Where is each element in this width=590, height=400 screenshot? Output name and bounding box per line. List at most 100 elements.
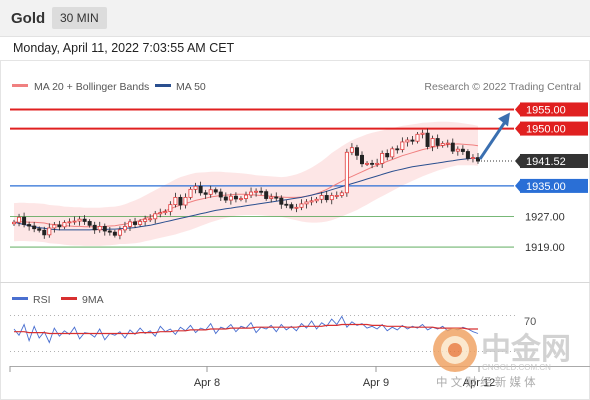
candle-body [67,221,72,224]
candle-body [223,196,228,201]
level-tag-pointer [515,102,521,117]
candle-body [410,139,415,142]
watermark-chinese: 中金网 [481,332,571,366]
candle-body [22,216,27,225]
candle-body [122,226,127,231]
candle-body [385,153,390,158]
candle-body [430,138,435,147]
target-arrow [478,112,510,160]
candle-body [218,191,223,198]
candle-body [82,218,87,222]
candle-body [445,142,450,145]
price-chart: MA 20 + Bollinger Bands MA 50 Research ©… [0,60,590,400]
candle-body [299,203,304,208]
candle-body [238,198,243,200]
candle-body [233,195,238,200]
candle-body [173,196,178,206]
candle-body [455,148,460,152]
candle-body [188,188,193,198]
x-tick-label-apr8: Apr 8 [194,377,220,389]
candle-body [178,196,183,206]
rsi-ma-line [14,323,478,335]
datetime-label: Monday, April 11, 2022 7:03:55 AM CET [13,41,235,55]
candle-body [52,224,57,229]
target-arrow-head [498,112,510,127]
level-tag-pointer [515,178,521,193]
candle-body [435,138,440,146]
candle-body [148,218,153,221]
candle-body [153,213,158,220]
candle-body [289,204,294,209]
level-tag-1941.52 [520,153,588,168]
candle-body [425,132,430,147]
legend-ma20-label: MA 20 + Bollinger Bands [34,81,149,93]
candle-body [314,198,319,202]
watermark-domain: CNGOLD.COM.CN [482,363,551,372]
candle-body [309,200,314,203]
legend-ma50-label: MA 50 [176,81,206,93]
candle-body [107,230,112,233]
candle-body [405,139,410,143]
x-axis: Apr 8 Apr 9 Apr 12 [9,366,495,389]
candle-body [203,192,208,195]
candle-body [102,226,107,232]
candle-body [254,190,259,193]
legend-rsi-swatch [12,297,28,300]
candle-body [380,153,385,164]
candle-body [127,221,132,227]
candle-body [475,157,480,162]
watermark: 中金网 CNGOLD.COM.CN 中 文 财 经 新 媒 体 [433,328,571,389]
candle-body [400,141,405,151]
x-tick-label-apr12: Apr 12 [463,377,495,389]
candle-body [344,151,349,194]
level-tag-pointer [515,153,521,168]
candle-body [370,162,375,165]
level-tag-pointer [515,121,521,136]
candle-body [47,227,52,236]
candle-body [243,194,248,199]
candlesticks [11,128,480,240]
candle-body [57,224,62,228]
candle-body [334,195,339,197]
candle-body [324,195,329,201]
level-label-1927.00: 1927.00 [525,211,565,223]
candle-body [158,212,163,215]
candle-body [87,221,92,226]
x-tick-label-apr9: Apr 9 [363,377,389,389]
candle-body [359,154,364,165]
candle-body [168,204,173,212]
candle-body [375,162,380,165]
candle-body [11,221,16,225]
candle-body [304,201,309,205]
candle-body [390,148,395,158]
instrument-title: Gold [11,10,46,27]
candle-body [138,221,143,225]
copyright-label: Research © 2022 Trading Central [424,81,581,93]
candle-body [27,224,32,227]
top-bar: Gold 30 MIN [0,0,590,37]
level-label-1941.52: 1941.52 [526,156,566,168]
candle-body [97,226,102,231]
candle-body [279,197,284,205]
candle-body [198,185,203,194]
level-label-1935.00: 1935.00 [526,181,566,193]
legend-rsi-label: RSI [33,294,51,306]
level-label-1950.00: 1950.00 [526,124,566,136]
candle-body [37,228,42,231]
candle-body [450,142,455,152]
timeframe-button[interactable]: 30 MIN [52,7,107,29]
candle-body [92,224,97,231]
level-label-1955.00: 1955.00 [526,104,566,116]
candle-body [264,191,269,199]
candle-body [420,132,425,135]
level-labels: 1955.00 1950.00 1941.52 1935.00 1927.00 1919.… [515,102,588,254]
candle-body [62,222,67,228]
rsi-70-label: 70 [524,316,536,328]
candle-body [183,196,188,206]
candle-body [284,203,289,206]
candle-body [42,229,47,236]
candle-body [329,195,334,201]
candle-body [349,147,354,153]
candle-body [269,196,274,199]
candle-body [163,211,168,214]
